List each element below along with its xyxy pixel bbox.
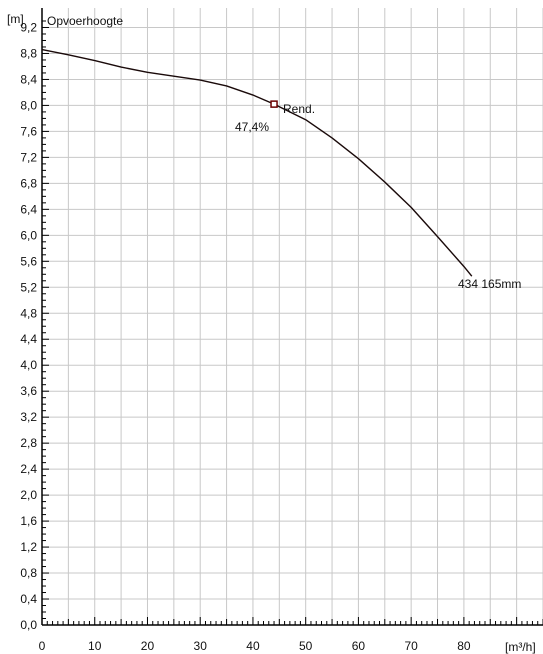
tick-marks — [41, 20, 543, 626]
x-tick-label: 20 — [141, 639, 155, 653]
tick-labels: 0 10 20 30 40 50 60 70 80 0,0 0,4 0,8 1,2 1,6 2,0 2,4 2,… — [20, 20, 471, 653]
y-tick-label: 8,4 — [20, 72, 37, 86]
y-tick-label: 1,6 — [20, 514, 37, 528]
efficiency-marker — [270, 100, 278, 108]
x-tick-label: 40 — [246, 639, 260, 653]
x-tick-label: 50 — [299, 639, 313, 653]
x-tick-label: 70 — [404, 639, 418, 653]
axes — [41, 8, 543, 626]
y-tick-label: 2,8 — [20, 436, 37, 450]
x-tick-label: 0 — [39, 639, 46, 653]
y-tick-label: 8,0 — [20, 98, 37, 112]
curve-label: 434 165mm — [458, 277, 521, 291]
y-tick-label: 7,6 — [20, 124, 37, 138]
y-tick-label: 4,0 — [20, 358, 37, 372]
y-tick-label: 5,2 — [20, 280, 37, 294]
x-tick-label: 80 — [457, 639, 471, 653]
y-tick-label: 8,8 — [20, 46, 37, 60]
x-tick-label: 30 — [194, 639, 208, 653]
y-axis-unit-label: [m] — [7, 12, 24, 26]
efficiency-label: Rend. — [283, 102, 315, 116]
y-tick-label: 4,4 — [20, 332, 37, 346]
data-series — [41, 48, 473, 277]
y-tick-label: 0,4 — [20, 592, 37, 606]
y-tick-label: 1,2 — [20, 540, 37, 554]
grid-lines — [41, 8, 543, 626]
x-tick-label: 10 — [88, 639, 102, 653]
x-tick-label: 60 — [352, 639, 366, 653]
y-tick-label: 2,4 — [20, 462, 37, 476]
y-tick-label: 0,0 — [20, 618, 37, 632]
x-axis-unit-label: [m³/h] — [505, 640, 536, 654]
y-tick-label: 9,2 — [20, 20, 37, 34]
y-tick-label: 3,2 — [20, 410, 37, 424]
y-tick-label: 5,6 — [20, 254, 37, 268]
efficiency-value-label: 47,4% — [235, 120, 269, 134]
y-tick-label: 7,2 — [20, 150, 37, 164]
y-tick-label: 4,8 — [20, 306, 37, 320]
chart-title: Opvoerhoogte — [47, 14, 123, 28]
y-tick-label: 6,8 — [20, 176, 37, 190]
annotations: Opvoerhoogte [m] [m³/h] Rend. 47,4% 434 … — [7, 12, 536, 654]
y-tick-label: 0,8 — [20, 566, 37, 580]
series-line — [41, 48, 473, 277]
y-tick-label: 6,4 — [20, 202, 37, 216]
y-tick-label: 2,0 — [20, 488, 37, 502]
y-tick-label: 6,0 — [20, 228, 37, 242]
y-tick-label: 3,6 — [20, 384, 37, 398]
